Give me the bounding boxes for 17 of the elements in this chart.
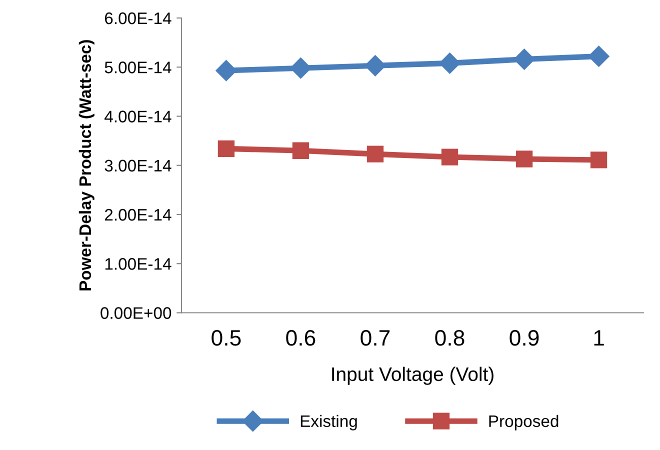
y-tick-label: 1.00E-14 <box>105 258 172 270</box>
x-tick-label: 0.9 <box>510 330 539 346</box>
y-tick-label: 3.00E-14 <box>104 160 172 172</box>
legend-label: Proposed <box>489 414 558 430</box>
x-tick-label: 1 <box>594 330 604 346</box>
x-tick-label: 0.8 <box>435 330 464 346</box>
x-tick-label: 0.5 <box>212 330 241 346</box>
legend-label: Existing <box>300 414 357 430</box>
y-tick-label: 2.00E-14 <box>104 208 172 221</box>
y-tick-label: 6.00E-14 <box>104 12 172 24</box>
x-tick-label: 0.7 <box>360 330 390 346</box>
x-axis-title: Input Voltage (Volt) <box>332 366 494 385</box>
x-tick-label: 0.6 <box>286 330 316 346</box>
y-tick-label: 5.00E-14 <box>104 62 172 74</box>
y-tick-label: 0.00E+00 <box>100 307 172 319</box>
y-tick-label: 4.00E-14 <box>104 110 172 122</box>
y-axis-title: Power-Delay Product (Watt-sec) <box>78 40 94 290</box>
